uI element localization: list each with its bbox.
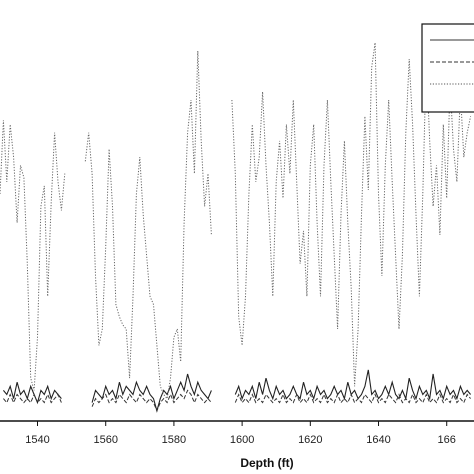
- x-tick-label: 166: [438, 434, 456, 446]
- series-line-solid: [2, 369, 472, 413]
- series-layer: [0, 42, 472, 413]
- x-tick-label: 1600: [230, 434, 254, 446]
- legend: [421, 23, 474, 113]
- series-line-dotted: [0, 42, 472, 400]
- legend-box: [421, 23, 474, 113]
- series-line-dashed: [3, 389, 471, 413]
- x-tick-label: 1560: [93, 434, 117, 446]
- x-tick-label: 1640: [366, 434, 390, 446]
- x-tick-label: 1540: [25, 434, 49, 446]
- x-axis-ticks: 1540 1560 1580 1600 1620 1640 166: [25, 421, 456, 446]
- x-tick-label: 1580: [162, 434, 186, 446]
- x-tick-label: 1620: [298, 434, 322, 446]
- x-axis-title: Depth (ft): [240, 456, 293, 470]
